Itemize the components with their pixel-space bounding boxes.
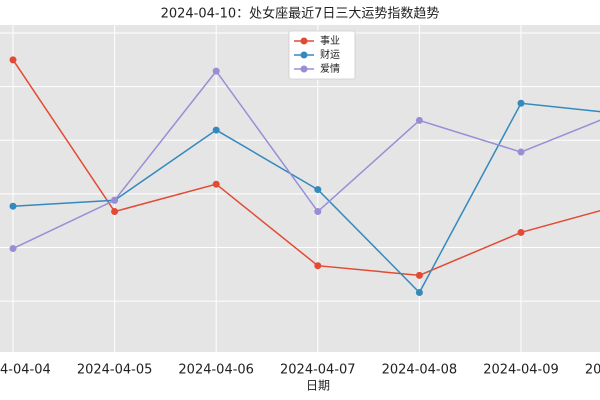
x-tick-label: 2024-04-05 [77,363,153,378]
data-point [212,126,220,134]
chart-title: 2024-04-10：处女座最近7日三大运势指数趋势 [161,6,440,22]
data-point [9,56,17,64]
legend-label: 爱情 [320,62,340,75]
data-point [212,180,220,188]
data-point [111,208,119,216]
data-point [111,196,119,204]
x-tick-label: 2024-04-09 [483,363,559,378]
data-point [415,116,423,124]
legend-marker [300,37,308,45]
x-tick-label: 2024-04-08 [382,363,458,378]
legend-marker [300,51,308,59]
x-tick-label: 2024-04-06 [178,363,254,378]
legend-label: 事业 [320,34,340,47]
x-tick-label: 2024-04-10 [585,363,600,378]
x-tick-label: 2024-04-07 [280,363,356,378]
x-tick-label: 2024-04-04 [0,363,51,378]
legend-label: 财运 [320,48,340,61]
data-point [517,228,525,236]
data-point [212,67,220,75]
data-point [517,99,525,107]
data-point [415,271,423,279]
data-point [9,245,17,253]
data-point [314,262,322,270]
legend-marker [300,65,308,73]
data-point [517,148,525,156]
x-axis-label: 日期 [306,379,330,393]
data-point [415,288,423,296]
data-point [9,202,17,210]
data-point [314,186,322,194]
data-point [314,208,322,216]
